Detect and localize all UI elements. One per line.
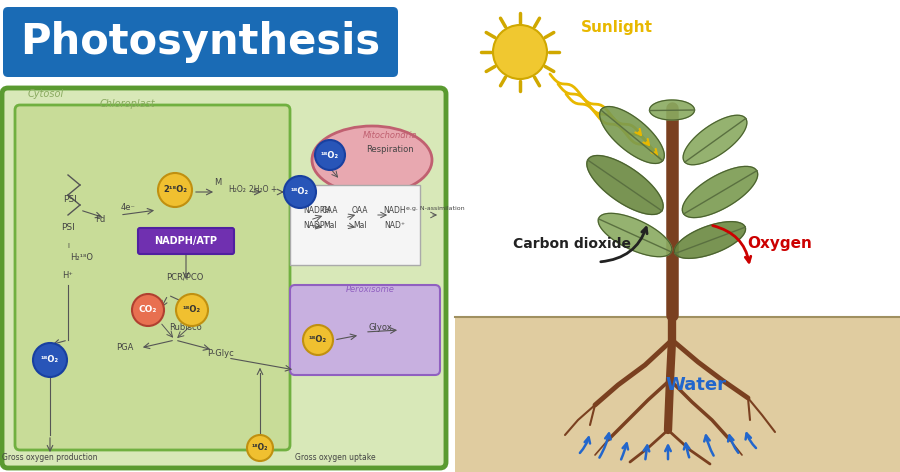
Text: NADPH: NADPH	[303, 206, 330, 215]
Text: ¹⁸O₂: ¹⁸O₂	[183, 305, 201, 314]
Text: NADPH/ATP: NADPH/ATP	[155, 236, 218, 246]
Text: Rubisco: Rubisco	[168, 323, 202, 332]
Text: NADP⁺: NADP⁺	[303, 221, 328, 230]
Text: Water: Water	[665, 376, 726, 394]
Circle shape	[284, 176, 316, 208]
Text: H⁺: H⁺	[63, 271, 74, 280]
Circle shape	[315, 140, 345, 170]
Text: OAA: OAA	[322, 206, 338, 215]
Polygon shape	[682, 167, 758, 218]
Bar	[455, 317, 900, 472]
Polygon shape	[599, 107, 664, 163]
Text: 2¹⁸O₂: 2¹⁸O₂	[163, 185, 187, 194]
Circle shape	[158, 173, 192, 207]
Circle shape	[33, 343, 67, 377]
Text: Carbon dioxide: Carbon dioxide	[513, 237, 631, 251]
Polygon shape	[587, 155, 663, 214]
Polygon shape	[598, 213, 671, 257]
Text: Mitochondria: Mitochondria	[363, 131, 418, 140]
Text: PCR/PCO: PCR/PCO	[166, 273, 203, 282]
Text: Cytosol: Cytosol	[28, 89, 64, 99]
Text: Respiration: Respiration	[366, 145, 414, 154]
Polygon shape	[674, 222, 745, 258]
Text: CO₂: CO₂	[139, 305, 158, 314]
Text: 2H₂O +: 2H₂O +	[249, 185, 277, 194]
Text: PGA: PGA	[116, 343, 134, 352]
Text: Oxygen: Oxygen	[748, 236, 813, 251]
Text: ¹⁸O₂: ¹⁸O₂	[291, 187, 309, 196]
Text: Photosynthesis: Photosynthesis	[20, 21, 380, 63]
Text: ¹⁸O₂: ¹⁸O₂	[40, 355, 59, 364]
FancyBboxPatch shape	[2, 88, 446, 468]
FancyBboxPatch shape	[138, 228, 234, 254]
FancyBboxPatch shape	[290, 285, 440, 375]
Text: NADH: NADH	[383, 206, 406, 215]
Text: ¹⁸O₂: ¹⁸O₂	[252, 444, 268, 453]
Text: PSI: PSI	[61, 223, 75, 232]
Text: NAD⁺: NAD⁺	[384, 221, 406, 230]
Circle shape	[493, 25, 547, 79]
FancyBboxPatch shape	[290, 185, 420, 265]
Text: H₂¹⁸O: H₂¹⁸O	[70, 253, 94, 262]
Text: Mal: Mal	[353, 221, 367, 230]
Text: OAA: OAA	[352, 206, 368, 215]
Text: Mal: Mal	[323, 221, 337, 230]
Circle shape	[303, 325, 333, 355]
Text: Gross oxygen uptake: Gross oxygen uptake	[295, 453, 375, 462]
Ellipse shape	[312, 126, 432, 194]
Text: H₂O₂: H₂O₂	[228, 185, 246, 194]
FancyBboxPatch shape	[3, 7, 398, 77]
Text: ¹⁸O₂: ¹⁸O₂	[309, 336, 327, 345]
Text: I: I	[67, 243, 69, 249]
Text: Chloroplast: Chloroplast	[100, 99, 156, 109]
Text: e.g. N-assimilation: e.g. N-assimilation	[406, 206, 464, 211]
Text: Glyox: Glyox	[368, 323, 392, 332]
Circle shape	[247, 435, 273, 461]
Text: M: M	[214, 178, 221, 187]
Text: Peroxisome: Peroxisome	[346, 285, 394, 294]
Text: Fd: Fd	[94, 215, 105, 224]
Text: Gross oxygen production: Gross oxygen production	[2, 453, 98, 462]
Polygon shape	[683, 115, 747, 165]
Text: ¹⁸O₂: ¹⁸O₂	[321, 151, 339, 160]
Text: 4e⁻: 4e⁻	[121, 203, 135, 212]
Text: PSI: PSI	[63, 195, 76, 204]
Text: P-Glyc: P-Glyc	[207, 349, 233, 358]
FancyBboxPatch shape	[15, 105, 290, 450]
Circle shape	[176, 294, 208, 326]
Polygon shape	[650, 100, 695, 120]
Text: Sunlight: Sunlight	[581, 20, 653, 35]
Circle shape	[132, 294, 164, 326]
